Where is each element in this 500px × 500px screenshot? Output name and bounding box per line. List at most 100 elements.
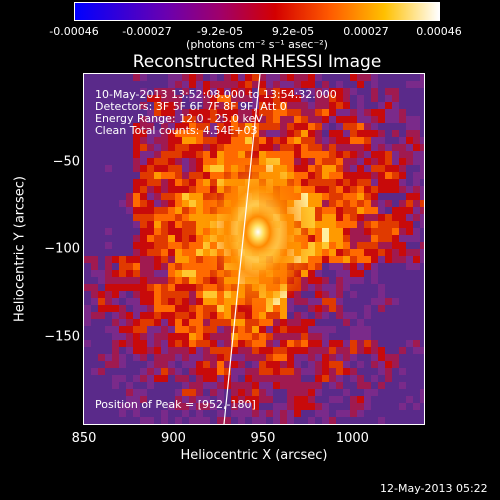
heatmap-cell: [84, 263, 91, 270]
heatmap-cell: [392, 333, 399, 340]
heatmap-cell: [161, 347, 168, 354]
heatmap-cell: [343, 102, 350, 109]
heatmap-cell: [308, 368, 315, 375]
heatmap-cell: [287, 130, 294, 137]
heatmap-cell: [154, 221, 161, 228]
heatmap-cell: [329, 375, 336, 382]
heatmap-cell: [140, 158, 147, 165]
heatmap-cell: [357, 249, 364, 256]
heatmap-cell: [371, 396, 378, 403]
heatmap-cell: [196, 137, 203, 144]
heatmap-cell: [91, 263, 98, 270]
heatmap-cell: [189, 74, 196, 81]
heatmap-cell: [420, 382, 424, 389]
heatmap-cell: [350, 88, 357, 95]
heatmap-cell: [420, 102, 424, 109]
heatmap-cell: [98, 151, 105, 158]
heatmap-cell: [168, 74, 175, 81]
heatmap-cell: [91, 179, 98, 186]
heatmap-cell: [203, 410, 210, 417]
heatmap-cell: [238, 88, 245, 95]
heatmap-cell: [294, 151, 301, 158]
heatmap-cell: [336, 368, 343, 375]
heatmap-cell: [280, 74, 287, 81]
heatmap-cell: [224, 305, 231, 312]
heatmap-cell: [315, 165, 322, 172]
heatmap-cell: [119, 382, 126, 389]
heatmap-cell: [378, 270, 385, 277]
heatmap-cell: [392, 347, 399, 354]
heatmap-cell: [217, 312, 224, 319]
heatmap-cell: [273, 389, 280, 396]
heatmap-cell: [168, 151, 175, 158]
colorbar-tick-label: -0.00027: [122, 25, 172, 38]
heatmap-cell: [357, 396, 364, 403]
heatmap-cell: [399, 361, 406, 368]
heatmap-cell: [385, 368, 392, 375]
heatmap-cell: [364, 81, 371, 88]
heatmap-cell: [371, 256, 378, 263]
heatmap-cell: [273, 144, 280, 151]
heatmap-cell: [280, 123, 287, 130]
heatmap-cell: [217, 389, 224, 396]
heatmap-cell: [84, 116, 91, 123]
heatmap-cell: [182, 410, 189, 417]
heatmap-cell: [378, 165, 385, 172]
heatmap-cell: [378, 389, 385, 396]
heatmap-cell: [364, 298, 371, 305]
heatmap-cell: [406, 277, 413, 284]
heatmap-cell: [105, 81, 112, 88]
heatmap-cell: [378, 116, 385, 123]
heatmap-cell: [154, 228, 161, 235]
heatmap-cell: [126, 277, 133, 284]
heatmap-cell: [112, 151, 119, 158]
heatmap-cell: [154, 172, 161, 179]
heatmap-cell: [140, 88, 147, 95]
heatmap-cell: [84, 403, 91, 410]
heatmap-cell: [294, 102, 301, 109]
heatmap-cell: [413, 165, 420, 172]
heatmap-cell: [196, 347, 203, 354]
heatmap-cell: [119, 200, 126, 207]
heatmap-cell: [147, 137, 154, 144]
heatmap-cell: [245, 102, 252, 109]
heatmap-cell: [350, 326, 357, 333]
heatmap-cell: [371, 228, 378, 235]
heatmap-cell: [406, 417, 413, 424]
heatmap-cell: [273, 403, 280, 410]
heatmap-cell: [133, 375, 140, 382]
heatmap-cell: [301, 410, 308, 417]
heatmap-cell: [147, 368, 154, 375]
heatmap-cell: [119, 417, 126, 424]
heatmap-cell: [168, 305, 175, 312]
heatmap-cell: [140, 354, 147, 361]
heatmap-cell: [126, 158, 133, 165]
heatmap-cell: [406, 368, 413, 375]
heatmap-cell: [175, 263, 182, 270]
heatmap-cell: [245, 130, 252, 137]
heatmap-cell: [161, 137, 168, 144]
heatmap-cell: [322, 235, 329, 242]
heatmap-cell: [357, 284, 364, 291]
heatmap-cell: [322, 417, 329, 424]
heatmap-cell: [196, 298, 203, 305]
heatmap-cell: [210, 375, 217, 382]
heatmap-cell: [266, 116, 273, 123]
heatmap-cell: [98, 347, 105, 354]
heatmap-cell: [112, 298, 119, 305]
heatmap-cell: [231, 123, 238, 130]
heatmap-cell: [308, 340, 315, 347]
heatmap-cell: [168, 235, 175, 242]
heatmap-cell: [287, 347, 294, 354]
heatmap-cell: [364, 130, 371, 137]
heatmap-cell: [322, 375, 329, 382]
heatmap-cell: [140, 396, 147, 403]
heatmap-cell: [378, 256, 385, 263]
heatmap-cell: [371, 347, 378, 354]
heatmap-cell: [119, 410, 126, 417]
heatmap-cell: [420, 214, 424, 221]
heatmap-cell: [126, 298, 133, 305]
heatmap-cell: [322, 305, 329, 312]
heatmap-cell: [252, 361, 259, 368]
heatmap-cell: [385, 375, 392, 382]
